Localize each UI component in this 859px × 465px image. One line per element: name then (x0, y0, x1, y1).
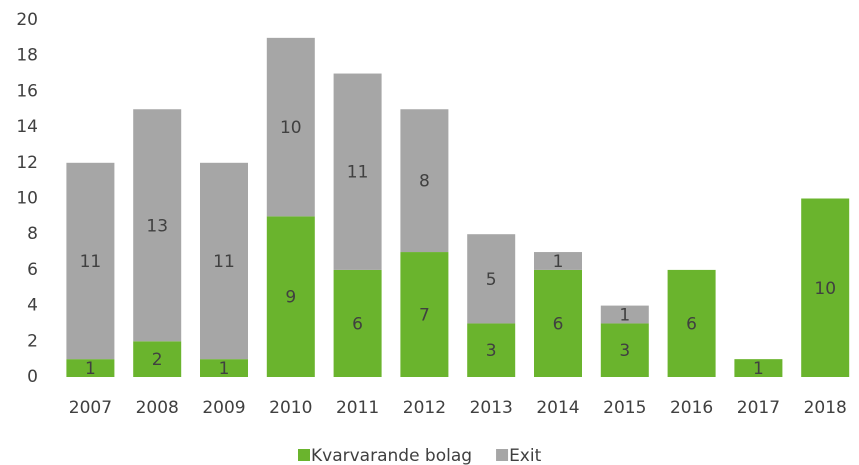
legend-swatch (298, 449, 310, 461)
x-tick-label: 2008 (136, 398, 179, 418)
legend-label: Exit (509, 446, 542, 465)
data-label: 1 (85, 359, 96, 379)
data-label: 10 (280, 118, 302, 138)
data-label: 1 (753, 359, 764, 379)
x-tick-label: 2011 (336, 398, 379, 418)
x-tick-label: 2012 (403, 398, 446, 418)
bar-segment (266, 216, 315, 377)
data-label: 1 (553, 252, 564, 272)
data-label: 6 (553, 314, 564, 334)
x-tick-label: 2018 (804, 398, 847, 418)
y-tick-label: 6 (27, 260, 38, 280)
legend-swatch (496, 449, 509, 461)
bar-segment (534, 252, 582, 270)
data-label: 8 (419, 172, 430, 192)
x-tick-label: 2016 (670, 398, 713, 418)
data-label: 11 (213, 252, 235, 272)
x-tick-label: 2014 (536, 398, 579, 418)
x-tick-label: 2013 (470, 398, 513, 418)
y-tick-label: 20 (16, 10, 38, 30)
bar-segment (333, 269, 382, 377)
bar-segment (600, 323, 649, 377)
data-label: 7 (419, 306, 430, 326)
y-tick-label: 12 (16, 153, 38, 173)
legend-label: Kvarvarande bolag (311, 446, 472, 465)
bar-segment (534, 269, 582, 377)
bar-segment (133, 109, 182, 342)
bar-segment (667, 269, 716, 377)
x-tick-label: 2010 (269, 398, 312, 418)
bar-segment (66, 162, 115, 360)
y-tick-label: 16 (16, 81, 38, 101)
bar-segment (600, 305, 649, 324)
data-label: 11 (347, 163, 369, 183)
bar-segment (467, 234, 516, 324)
y-tick-label: 2 (27, 331, 38, 351)
data-label: 10 (814, 279, 836, 299)
x-tick-label: 2007 (69, 398, 112, 418)
y-tick-label: 14 (16, 117, 38, 137)
bar-segment (200, 162, 248, 360)
data-label: 3 (619, 341, 630, 361)
data-label: 5 (486, 270, 497, 290)
bar-segment (734, 359, 783, 377)
bar-segment (400, 109, 449, 253)
y-tick-label: 18 (16, 46, 38, 66)
data-label: 6 (686, 314, 697, 334)
data-label: 3 (486, 341, 497, 361)
x-tick-label: 2009 (202, 398, 245, 418)
data-label: 13 (146, 216, 168, 236)
bar-segment (200, 359, 248, 377)
bar-segment (333, 73, 382, 270)
bar-segment (133, 341, 182, 377)
y-tick-label: 10 (16, 189, 38, 209)
y-tick-label: 0 (27, 367, 38, 387)
data-label: 1 (219, 359, 230, 379)
bar-segment (400, 252, 449, 377)
data-label: 6 (352, 314, 363, 334)
bar-segment (801, 198, 850, 377)
bar-segment (467, 323, 516, 377)
x-tick-label: 2015 (603, 398, 646, 418)
y-tick-label: 4 (27, 296, 38, 316)
data-label: 9 (285, 288, 296, 308)
bar-segment (66, 359, 115, 377)
y-tick-label: 8 (27, 224, 38, 244)
data-label: 1 (619, 306, 630, 326)
data-label: 11 (80, 252, 102, 272)
x-tick-label: 2017 (737, 398, 780, 418)
bar-segment (266, 37, 315, 217)
data-label: 2 (152, 350, 163, 370)
